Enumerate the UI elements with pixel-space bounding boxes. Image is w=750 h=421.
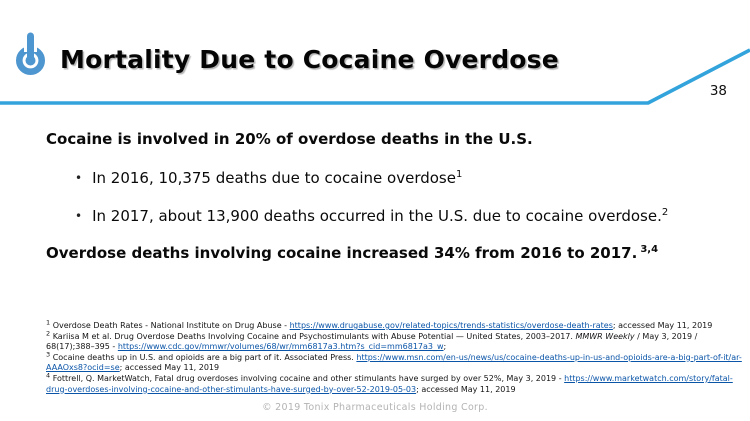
footnote-text: Overdose Death Rates - National Institut…: [52, 321, 290, 330]
footnote-ref: 1: [455, 169, 463, 180]
footnote-text: Fottrell, Q. MarketWatch, Fatal drug ove…: [52, 373, 565, 383]
footnote-text: Kariisa M et al. Drug Overdose Deaths In…: [52, 331, 576, 341]
page-number: 38: [709, 83, 727, 99]
footnotes: 1 Overdose Death Rates - National Instit…: [46, 318, 746, 395]
conclusion-statement: Overdose deaths involving cocaine increa…: [46, 244, 658, 262]
footnote-text: ;: [443, 342, 447, 352]
footnote: 3 Cocaine deaths up in U.S. and opioids …: [46, 350, 746, 374]
footnote-link[interactable]: https://www.msn.com/en-us/news/us/cocain…: [46, 352, 742, 373]
bullet-text: In 2016, 10,375 deaths due to cocaine ov…: [92, 169, 456, 187]
footnote-marker: 2: [46, 328, 51, 337]
conclusion-text: Overdose deaths involving cocaine increa…: [46, 244, 638, 262]
bullet-icon: •: [75, 209, 83, 223]
bullet-item-2016: • In 2016, 10,375 deaths due to cocaine o…: [75, 169, 462, 187]
footnote: 4 Fottrell, Q. MarketWatch, Fatal drug o…: [46, 371, 746, 395]
bullet-icon: •: [75, 171, 83, 185]
intro-statement: Cocaine is involved in 20% of overdose d…: [46, 130, 533, 148]
page-title: Mortality Due to Cocaine Overdose: [60, 45, 559, 74]
footnote-text: Cocaine deaths up in U.S. and opioids ar…: [52, 352, 357, 362]
footnote-text: / May 3, 2019 / 68(17);388–395 -: [46, 331, 698, 352]
power-icon: [16, 31, 45, 75]
footnote-text: ; accessed May 11, 2019: [119, 363, 220, 373]
footnote-ref: 2: [661, 207, 669, 218]
footnote-text: ; accessed May 11, 2019: [416, 384, 516, 394]
footnote-link[interactable]: https://www.marketwatch.com/story/fatal-…: [46, 373, 733, 394]
copyright-footer: © 2019 Tonix Pharmaceuticals Holding Cor…: [262, 402, 488, 413]
footnote: 1 Overdose Death Rates - National Instit…: [46, 318, 746, 332]
bullet-text: In 2017, about 13,900 deaths occurred in…: [92, 207, 662, 225]
footnote: 2 Kariisa M et al. Drug Overdose Deaths …: [46, 328, 746, 353]
journal-name: MMWR Weekly: [575, 331, 635, 341]
footnote-marker: 4: [46, 371, 51, 380]
footnote-marker: 3: [46, 350, 51, 359]
bullet-item-2017: • In 2017, about 13,900 deaths occurred i…: [75, 207, 668, 225]
footnote-ref: 3,4: [640, 244, 659, 255]
footnote-link[interactable]: https://www.drugabuse.gov/related-topics…: [289, 321, 613, 330]
footnote-link[interactable]: https://www.cdc.gov/mmwr/volumes/68/wr/m…: [117, 342, 444, 352]
footnote-text: ; accessed May 11, 2019: [612, 321, 713, 330]
footnote-marker: 1: [46, 318, 51, 327]
